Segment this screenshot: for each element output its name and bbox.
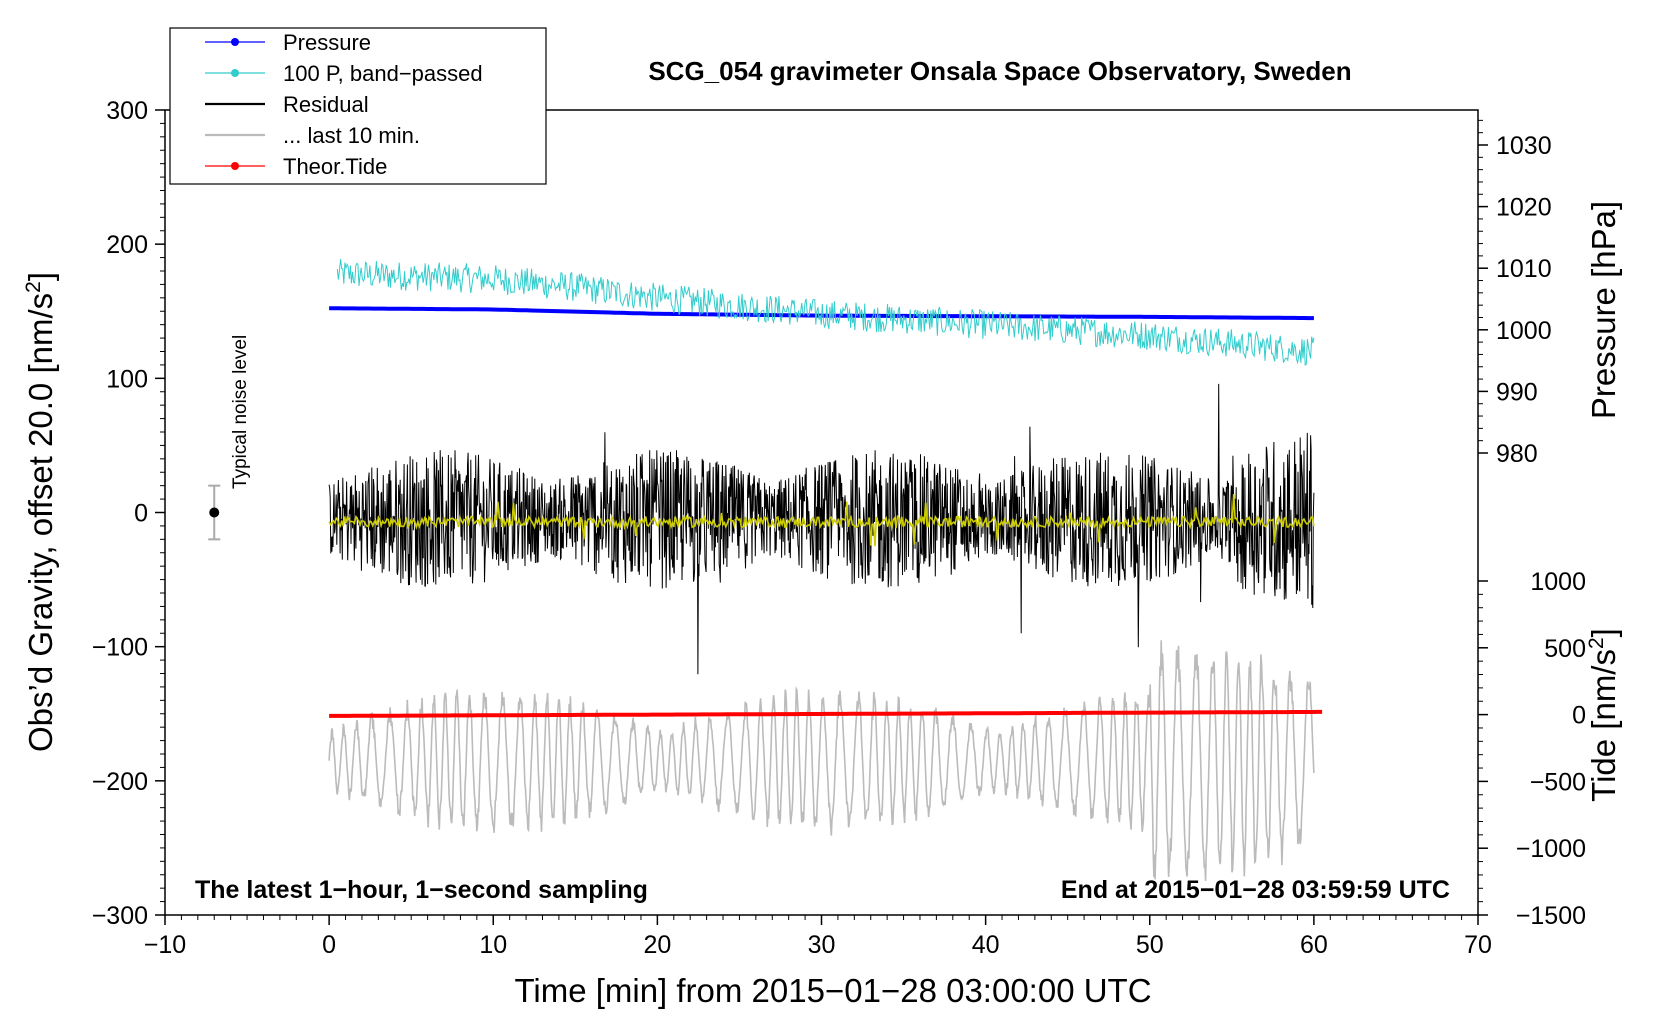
x-tick-label: 10	[479, 931, 507, 959]
y-axis-label-left: Obs’d Gravity, offset 20.0 [nm/s2]	[22, 272, 59, 752]
series-theor-tide	[329, 709, 1323, 718]
tide-tick-label: 500	[1544, 635, 1586, 663]
series-100-p-band-passed	[336, 259, 1315, 366]
annotation-sampling: The latest 1−hour, 1−second sampling	[195, 876, 648, 904]
x-tick-label: 30	[808, 931, 836, 959]
legend-marker	[231, 38, 239, 46]
pressure-tick-label: 1000	[1496, 317, 1552, 345]
left-tick-label: 300	[106, 97, 148, 125]
series-residual-smoothed	[328, 494, 1315, 547]
pressure-tick-label: 980	[1496, 440, 1538, 468]
left-tick-label: 100	[106, 365, 148, 393]
legend-label: Theor.Tide	[283, 154, 387, 179]
left-tick-label: −300	[92, 902, 148, 930]
x-tick-label: 20	[643, 931, 671, 959]
series-residual	[328, 383, 1315, 675]
x-tick-label: 0	[322, 931, 336, 959]
x-tick-label: 50	[1136, 931, 1164, 959]
left-tick-label: −100	[92, 634, 148, 662]
x-tick-label: −10	[144, 931, 186, 959]
x-tick-label: 40	[972, 931, 1000, 959]
legend-label: Residual	[283, 92, 369, 117]
noise-level-indicator: Typical noise level	[208, 335, 251, 541]
right-axis-ticks: 1030 1020 1010 1000 990 980 1000 500 0 −500 −1000 −…	[1478, 119, 1586, 930]
tide-tick-label: −1500	[1516, 902, 1586, 930]
legend-label: ... last 10 min.	[283, 123, 420, 148]
pressure-tick-label: 990	[1496, 378, 1538, 406]
pressure-tick-label: 1010	[1496, 255, 1552, 283]
tide-tick-label: 0	[1572, 702, 1586, 730]
left-tick-label: −200	[92, 768, 148, 796]
legend-marker	[231, 162, 239, 170]
tide-tick-label: −500	[1530, 768, 1586, 796]
series-layer	[328, 259, 1323, 881]
left-tick-label: 200	[106, 231, 148, 259]
series-last-10-min	[328, 640, 1315, 881]
x-tick-label: 70	[1464, 931, 1492, 959]
bottom-axis-ticks: −10 0 10 20 30 40 50 60 70	[144, 915, 1492, 959]
legend: Pressure 100 P, band−passed Residual ... la…	[169, 27, 547, 185]
annotation-end-time: End at 2015−01−28 03:59:59 UTC	[1061, 876, 1450, 904]
y-axis-label-pressure: Pressure [hPa]	[1585, 201, 1622, 419]
legend-label: Pressure	[283, 30, 371, 55]
noise-level-label: Typical noise level	[230, 335, 251, 489]
left-axis-ticks: 300 200 100 0 −100 −200 −300	[92, 97, 165, 930]
chart-title: SCG_054 gravimeter Onsala Space Observat…	[648, 56, 1351, 86]
tide-tick-label: −1000	[1516, 835, 1586, 863]
y-axis-label-tide: Tide [nm/s2]	[1585, 628, 1622, 802]
pressure-tick-label: 1030	[1496, 132, 1552, 160]
x-axis-label: Time [min] from 2015−01−28 03:00:00 UTC	[514, 972, 1151, 1009]
left-tick-label: 0	[134, 500, 148, 528]
legend-label: 100 P, band−passed	[283, 61, 483, 86]
x-tick-label: 60	[1300, 931, 1328, 959]
pressure-tick-label: 1020	[1496, 194, 1552, 222]
legend-box	[169, 27, 547, 185]
legend-marker	[231, 69, 239, 77]
tide-tick-label: 1000	[1530, 568, 1586, 596]
noise-level-dot	[209, 507, 220, 518]
